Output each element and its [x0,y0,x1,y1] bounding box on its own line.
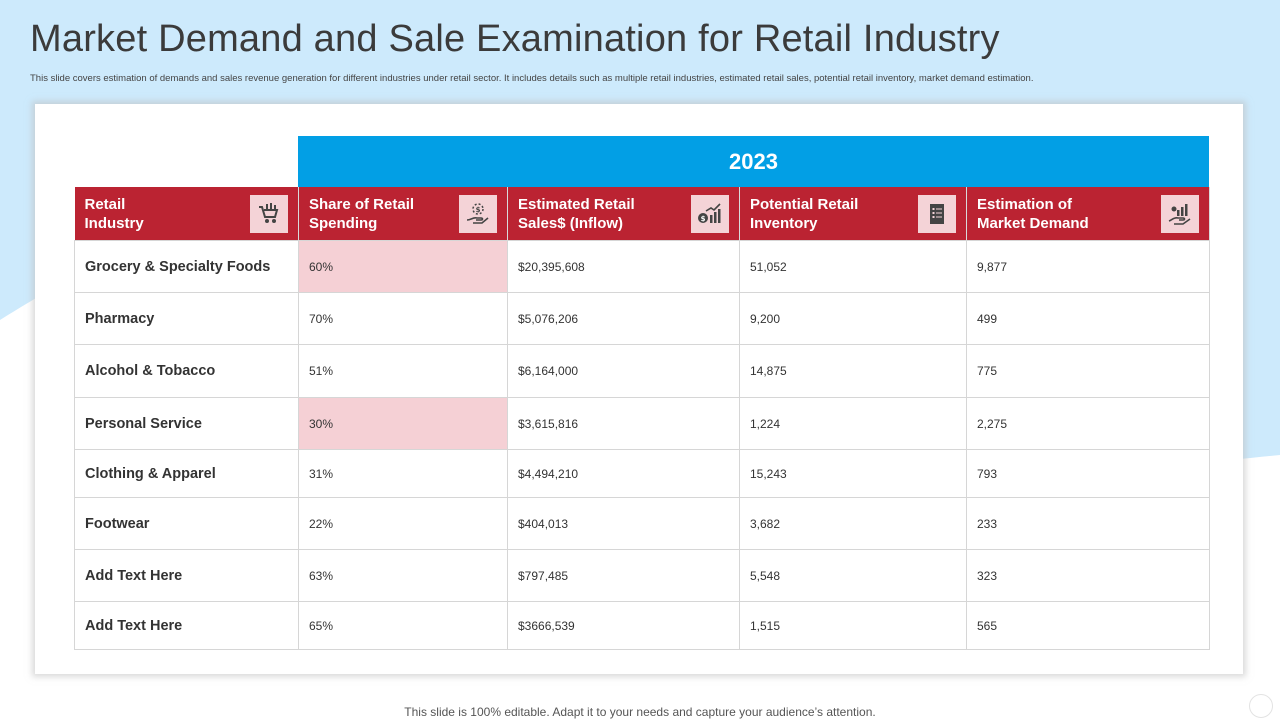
inventory-cell: 51,052 [739,240,967,293]
footer-note: This slide is 100% editable. Adapt it to… [404,705,876,719]
share-cell: 30% [298,397,508,450]
header-label: Potential Retail Inventory [750,195,859,232]
industry-cell: Personal Service [74,397,299,450]
industry-cell: Grocery & Specialty Foods [74,240,299,293]
header-label: Retail Industry [84,195,144,232]
year-header: 2023 [298,136,1209,187]
table-row: Footwear 22% $404,013 3,682 233 [74,497,1210,550]
demand-cell: 565 [966,601,1210,650]
inventory-cell: 14,875 [739,344,967,398]
demand-cell: 499 [966,292,1210,345]
sales-cell: $797,485 [507,549,740,602]
demand-cell: 323 [966,549,1210,602]
page-subtitle: This slide covers estimation of demands … [30,73,1034,84]
sales-cell: $3,615,816 [507,397,740,450]
industry-cell: Footwear [74,497,299,550]
money-hand-icon: $ [459,194,497,233]
sales-cell: $6,164,000 [507,344,740,398]
table-row: Clothing & Apparel 31% $4,494,210 15,243 793 [74,449,1210,498]
table-row: Grocery & Specialty Foods 60% $20,395,608 5… [74,240,1210,293]
header-label: Estimation of Market Demand [977,195,1089,232]
share-cell: 60% [298,240,508,293]
hand-chart-icon [1161,194,1199,233]
inventory-cell: 9,200 [739,292,967,345]
header-estimation-of-market-demand: Estimation of Market Demand [966,187,1210,241]
inventory-cell: 15,243 [739,449,967,498]
share-cell: 31% [298,449,508,498]
sales-cell: $20,395,608 [507,240,740,293]
header-label: Share of Retail Spending [309,195,415,232]
inventory-cell: 3,682 [739,497,967,550]
header-row: Retail Industry Share of Retail Spending… [74,187,1210,241]
demand-cell: 9,877 [966,240,1210,293]
inventory-cell: 5,548 [739,549,967,602]
share-cell: 51% [298,344,508,398]
share-cell: 70% [298,292,508,345]
share-cell: 63% [298,549,508,602]
growth-chart-icon: $ [691,194,729,233]
retail-table: Retail Industry Share of Retail Spending… [74,187,1210,650]
header-label: Estimated Retail Sales$ (Inflow) [518,195,635,232]
sales-cell: $4,494,210 [507,449,740,498]
shopping-cart-icon [250,194,288,233]
demand-cell: 2,275 [966,397,1210,450]
demand-cell: 233 [966,497,1210,550]
sales-cell: $5,076,206 [507,292,740,345]
table-row: Add Text Here 65% $3666,539 1,515 565 [74,601,1210,650]
svg-text:$: $ [701,215,706,223]
sales-cell: $3666,539 [507,601,740,650]
header-potential-retail-inventory: Potential Retail Inventory [739,187,967,241]
corner-circle [1249,694,1273,718]
industry-cell: Alcohol & Tobacco [74,344,299,398]
industry-cell: Add Text Here [74,549,299,602]
header-share-of-retail-spending: Share of Retail Spending $ [298,187,508,241]
inventory-cell: 1,515 [739,601,967,650]
share-cell: 65% [298,601,508,650]
table-row: Alcohol & Tobacco 51% $6,164,000 14,875 775 [74,344,1210,398]
document-list-icon [918,194,956,233]
header-estimated-retail-sales: Estimated Retail Sales$ (Inflow) $ [507,187,740,241]
table-row: Pharmacy 70% $5,076,206 9,200 499 [74,292,1210,345]
table-row: Personal Service 30% $3,615,816 1,224 2,275 [74,397,1210,450]
demand-cell: 793 [966,449,1210,498]
svg-text:$: $ [476,206,481,214]
table-row: Add Text Here 63% $797,485 5,548 323 [74,549,1210,602]
demand-cell: 775 [966,344,1210,398]
industry-cell: Pharmacy [74,292,299,345]
page-title: Market Demand and Sale Examination for R… [30,18,1000,60]
industry-cell: Add Text Here [74,601,299,650]
share-cell: 22% [298,497,508,550]
header-retail-industry: Retail Industry [74,187,299,241]
sales-cell: $404,013 [507,497,740,550]
industry-cell: Clothing & Apparel [74,449,299,498]
inventory-cell: 1,224 [739,397,967,450]
table-body: Grocery & Specialty Foods 60% $20,395,608 5… [74,240,1210,650]
